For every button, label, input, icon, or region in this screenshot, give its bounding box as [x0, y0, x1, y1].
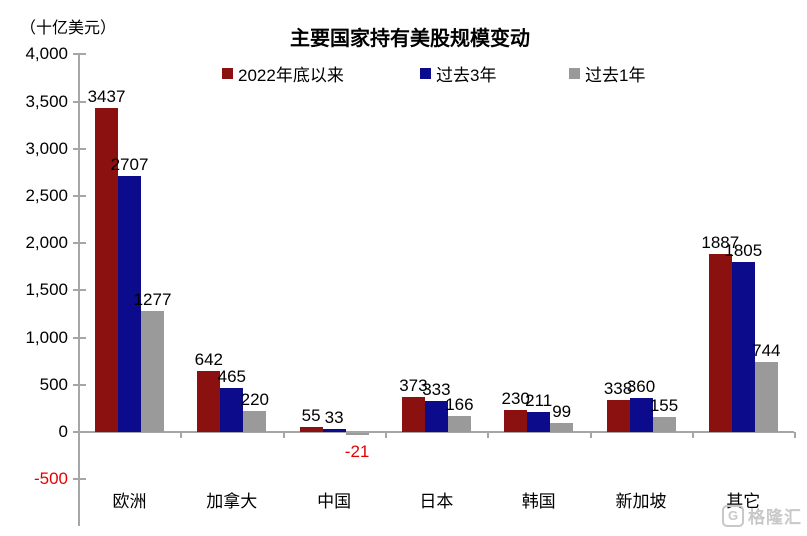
x-axis-tick-mark — [384, 432, 387, 438]
value-label: 99 — [552, 401, 572, 421]
x-axis-tick-mark — [282, 432, 285, 438]
category-label: 中国 — [317, 492, 352, 511]
bar-加拿大-过去1年 — [243, 411, 267, 432]
value-label: 55 — [301, 405, 321, 425]
bar-中国-2022年底以来 — [299, 426, 323, 432]
value-label: 333 — [422, 379, 451, 399]
y-axis-tick-label: 1,000 — [25, 327, 68, 347]
bar-中国-过去1年 — [345, 433, 369, 435]
value-label: 2707 — [110, 155, 149, 175]
value-label: 230 — [501, 389, 530, 409]
bar-韩国-过去3年 — [527, 412, 551, 432]
value-label: 360 — [626, 377, 656, 397]
category-label: 日本 — [419, 492, 454, 511]
bar-新加坡-过去1年 — [652, 417, 676, 432]
y-axis-tick-label: 1,500 — [25, 280, 68, 300]
legend-item-past-1y: 过去1年 — [569, 61, 645, 86]
value-label: 1887 — [701, 232, 740, 252]
value-label: 642 — [194, 350, 223, 370]
bar-欧洲-2022年底以来 — [95, 107, 118, 432]
value-label: 33 — [324, 407, 344, 427]
value-label: 155 — [649, 396, 679, 416]
y-axis-tick-label: 4,000 — [25, 44, 68, 64]
value-label: 1805 — [724, 240, 763, 260]
legend-swatch-icon — [222, 68, 233, 79]
bar-日本-过去3年 — [424, 400, 448, 432]
y-axis-tick-label: 3,000 — [25, 138, 68, 158]
category-label: 韩国 — [521, 492, 556, 511]
chart-title: 主要国家持有美股规模变动 — [290, 28, 530, 50]
x-axis-tick-mark — [589, 432, 592, 438]
bar-新加坡-过去3年 — [629, 398, 653, 432]
legend-label: 2022年底以来 — [238, 66, 344, 85]
legend-item-past-3y: 过去3年 — [420, 61, 496, 86]
gelonghui-logo-icon: G — [722, 504, 744, 527]
legend-item-since-2022: 2022年底以来 — [222, 61, 344, 86]
category-label: 欧洲 — [112, 492, 147, 511]
y-axis-tick-label: 2,000 — [25, 233, 68, 253]
bar-加拿大-2022年底以来 — [197, 371, 221, 432]
bar-加拿大-过去3年 — [220, 388, 244, 432]
y-axis-tick-label: 0 — [58, 422, 68, 441]
bar-中国-过去3年 — [322, 428, 346, 432]
value-label: 338 — [603, 379, 633, 399]
y-axis-line — [78, 54, 80, 527]
y-axis-tick-label: 3,500 — [25, 91, 68, 111]
y-axis-tick-label: 500 — [39, 374, 68, 394]
category-label: 加拿大 — [206, 492, 258, 511]
x-axis-line — [78, 431, 794, 433]
bar-其它-2022年底以来 — [708, 253, 732, 432]
x-axis-tick-mark — [78, 432, 80, 438]
x-axis-tick-mark — [180, 432, 183, 438]
value-label: -21 — [344, 442, 370, 461]
value-label: 166 — [445, 395, 474, 415]
bar-新加坡-2022年底以来 — [606, 400, 630, 432]
legend-label: 过去1年 — [585, 66, 646, 85]
value-label: 211 — [525, 391, 553, 411]
value-label: 1277 — [133, 290, 172, 310]
x-axis-tick-mark — [691, 432, 694, 438]
bar-日本-2022年底以来 — [401, 396, 425, 432]
bar-其它-过去1年 — [754, 361, 778, 432]
watermark-label: 格隆汇 — [748, 508, 802, 527]
value-label: 373 — [399, 375, 428, 395]
y-axis-tick-label: 2,500 — [25, 186, 68, 205]
category-label: 新加坡 — [615, 492, 667, 511]
value-label: 3437 — [87, 86, 126, 106]
bar-韩国-2022年底以来 — [504, 410, 528, 432]
bar-日本-过去1年 — [447, 416, 471, 432]
bar-欧洲-过去1年 — [141, 311, 164, 432]
watermark: G 格隆汇 — [722, 503, 802, 528]
value-label: 744 — [752, 340, 781, 360]
bar-韩国-过去1年 — [550, 422, 574, 432]
legend-swatch-icon — [569, 68, 580, 79]
x-axis-tick-mark — [487, 432, 490, 438]
value-label: 465 — [217, 367, 246, 387]
legend-label: 过去3年 — [436, 66, 497, 85]
axis-unit-label: （十亿美元） — [20, 20, 117, 37]
legend-swatch-icon — [420, 68, 431, 79]
x-axis-tick-mark — [794, 432, 797, 438]
y-axis-tick-label: -500 — [33, 469, 68, 489]
bar-欧洲-过去3年 — [118, 176, 141, 432]
bar-其它-过去3年 — [731, 261, 755, 432]
value-label: 220 — [240, 390, 269, 410]
